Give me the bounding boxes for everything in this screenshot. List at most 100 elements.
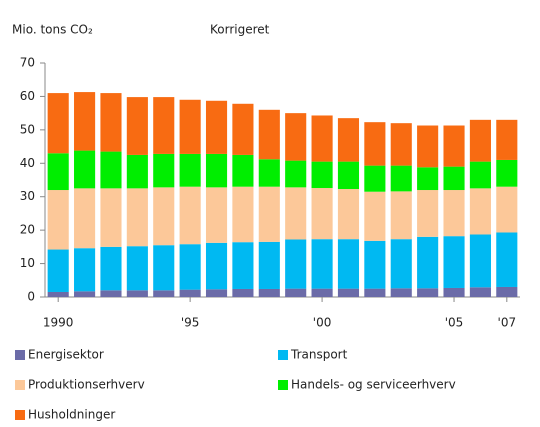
- bar-segment: [126, 188, 148, 247]
- bar-segment: [232, 242, 254, 289]
- bar-segment: [390, 239, 412, 289]
- bar-segment: [443, 166, 465, 191]
- bar-segment: [364, 240, 386, 289]
- bar-segment: [337, 118, 360, 162]
- bar-segment: [469, 188, 491, 235]
- bar-segment: [496, 232, 518, 287]
- legend-label: Produktionserhverv: [28, 378, 145, 392]
- bar-segment: [47, 249, 69, 292]
- bar-segment: [100, 93, 122, 152]
- bar-segment: [258, 159, 280, 187]
- bar-segment: [337, 189, 360, 240]
- bar-segment: [285, 288, 307, 297]
- y-tick-label: 20: [20, 223, 35, 237]
- bar-segment: [179, 289, 201, 297]
- bar-segment: [205, 100, 228, 154]
- bar-segment: [364, 191, 386, 241]
- legend-label: Husholdninger: [28, 408, 115, 422]
- bar-segment: [126, 246, 148, 291]
- bar-segment: [258, 288, 280, 297]
- bar-segment: [153, 97, 175, 154]
- bar-segment: [496, 186, 518, 233]
- bar-segment: [443, 287, 465, 297]
- y-tick-label: 40: [20, 156, 35, 170]
- bar-segment: [153, 290, 175, 297]
- bar-segment: [311, 161, 333, 189]
- bar-segment: [337, 288, 360, 297]
- bar-segment: [179, 244, 201, 290]
- bar-segment: [417, 167, 439, 191]
- bar-segment: [364, 288, 386, 297]
- bar-segment: [179, 99, 201, 154]
- bar-segment: [417, 236, 439, 289]
- bar-segment: [205, 242, 228, 290]
- bar-segment: [100, 290, 122, 297]
- bar-segment: [417, 288, 439, 297]
- bar-segment: [443, 125, 465, 167]
- chart-subtitle: Korrigeret: [210, 23, 270, 37]
- bar-segment: [47, 93, 69, 154]
- bar-segment: [205, 187, 228, 243]
- bar-segment: [74, 248, 96, 292]
- bar-segment: [337, 239, 360, 289]
- bar-segment: [179, 153, 201, 187]
- bar-segment: [153, 187, 175, 246]
- bar-segment: [100, 188, 122, 247]
- bar-segment: [311, 115, 333, 162]
- bar-segment: [153, 245, 175, 291]
- bar-segment: [179, 186, 201, 245]
- bar-segment: [285, 113, 307, 161]
- legend-label: Handels- og serviceerhverv: [291, 378, 456, 392]
- bar-segment: [153, 153, 175, 188]
- bar-segment: [390, 288, 412, 297]
- x-tick-label: 1990: [43, 316, 74, 330]
- y-tick-label: 50: [20, 122, 35, 136]
- bar-segment: [285, 239, 307, 289]
- bar-segment: [417, 190, 439, 237]
- bar-segment: [74, 188, 96, 249]
- bar-segment: [390, 191, 412, 240]
- bar-segment: [126, 290, 148, 297]
- y-tick-label: 0: [27, 290, 35, 304]
- bar-segment: [47, 153, 69, 191]
- bar-segment: [126, 154, 148, 189]
- bar-segment: [496, 286, 518, 297]
- y-tick-label: 60: [20, 89, 35, 103]
- bar-segment: [74, 291, 96, 297]
- bar-segment: [469, 161, 491, 189]
- bar-segment: [443, 190, 465, 237]
- bar-segment: [443, 236, 465, 288]
- bar-segment: [311, 188, 333, 240]
- bar-segment: [469, 119, 491, 162]
- bar-segment: [126, 97, 148, 155]
- bar-segment: [205, 289, 228, 297]
- bar-segment: [74, 150, 96, 189]
- bar-segment: [285, 160, 307, 188]
- bar-segment: [496, 159, 518, 187]
- legend-swatch: [278, 380, 288, 390]
- bar-segment: [364, 122, 386, 166]
- x-tick-label: '07: [498, 316, 517, 330]
- bar-segment: [337, 161, 360, 190]
- chart-title: Mio. tons CO₂: [12, 23, 93, 37]
- bar-segment: [232, 186, 254, 243]
- bar-segment: [205, 153, 228, 188]
- legend-swatch: [278, 350, 288, 360]
- y-tick-label: 30: [20, 189, 35, 203]
- bar-segment: [311, 239, 333, 289]
- bar-segment: [74, 92, 96, 151]
- bar-segment: [100, 246, 122, 291]
- bar-segment: [469, 287, 491, 297]
- legend-label: Transport: [290, 348, 348, 362]
- legend-swatch: [15, 350, 25, 360]
- x-tick-label: '00: [313, 316, 332, 330]
- bar-segment: [232, 103, 254, 155]
- bar-segment: [47, 190, 69, 250]
- bar-segment: [100, 151, 122, 189]
- bar-segment: [285, 187, 307, 240]
- bar-segment: [390, 165, 412, 192]
- bar-segment: [258, 241, 280, 289]
- bar-segment: [311, 288, 333, 297]
- legend-swatch: [15, 380, 25, 390]
